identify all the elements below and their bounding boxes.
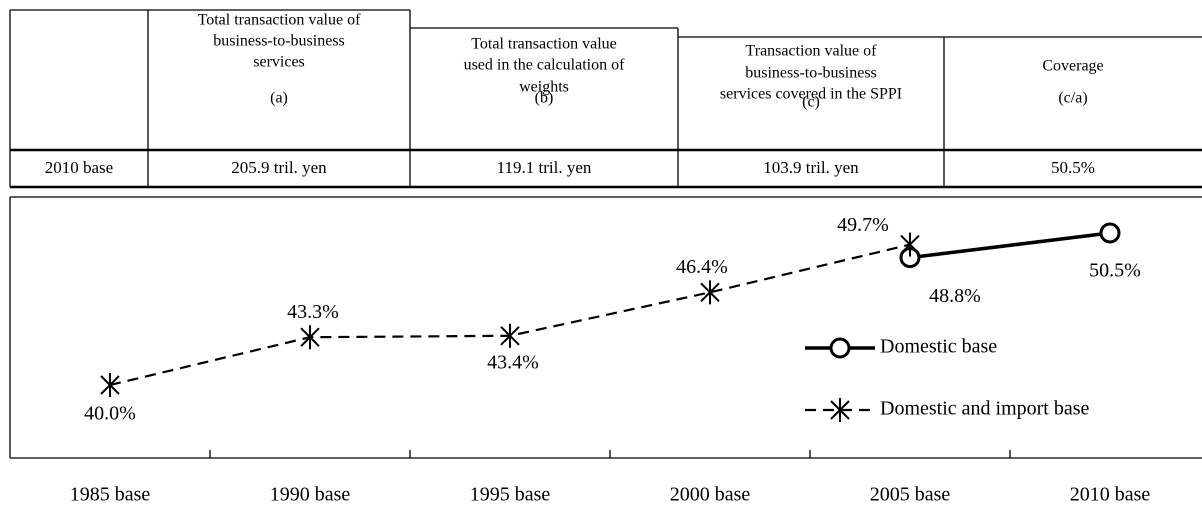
point xyxy=(500,323,520,348)
data-label: 40.0% xyxy=(84,403,136,425)
marker-circle xyxy=(829,337,851,359)
header-text: Total transaction value of xyxy=(198,12,361,29)
point xyxy=(1099,222,1121,244)
header-text: Total transaction value xyxy=(471,36,617,53)
header-text: Transaction value of xyxy=(746,43,878,60)
header-text: Coverage xyxy=(1042,58,1103,75)
table-cell: 103.9 tril. yen xyxy=(763,158,859,177)
header-text: business-to-business xyxy=(213,33,345,50)
point xyxy=(700,280,720,305)
marker-star-arm xyxy=(100,375,120,395)
point xyxy=(830,398,850,422)
data-label: 46.4% xyxy=(676,256,728,278)
point xyxy=(829,337,851,359)
data-label: 43.3% xyxy=(287,301,339,323)
x-tick-label: 2010 base xyxy=(1070,484,1151,506)
table-cell: 205.9 tril. yen xyxy=(231,158,327,177)
legend-label: Domestic and import base xyxy=(880,398,1090,420)
marker-star-arm xyxy=(900,234,920,255)
point xyxy=(300,325,320,350)
header-text: services covered in the SPPI xyxy=(720,86,902,103)
x-tick-label: 1985 base xyxy=(70,484,151,506)
x-tick-label: 2000 base xyxy=(670,484,751,506)
series-line xyxy=(909,231,1111,260)
chart-frame xyxy=(9,196,1202,459)
header-sub: (c) xyxy=(802,94,820,111)
x-tick-label: 1990 base xyxy=(270,484,351,506)
point xyxy=(100,373,120,397)
data-label: 49.7% xyxy=(837,214,889,236)
header-text: used in the calculation of xyxy=(464,57,626,74)
marker-star-arm xyxy=(500,326,520,346)
x-tick-label: 2005 base xyxy=(870,484,951,506)
marker-star-arm xyxy=(700,282,720,303)
header-sub: (b) xyxy=(535,90,554,107)
data-label: 48.8% xyxy=(929,285,981,307)
table-cell: 50.5% xyxy=(1051,158,1095,177)
table-cell: 119.1 tril. yen xyxy=(497,158,592,177)
header-sub: (c/a) xyxy=(1058,90,1087,107)
marker-circle xyxy=(1099,222,1121,244)
marker-star-arm xyxy=(830,400,850,420)
legend-label: Domestic base xyxy=(880,336,997,358)
point xyxy=(900,232,920,257)
table-cell: 2010 base xyxy=(45,158,113,177)
header-text: weights xyxy=(519,79,569,96)
data-label: 50.5% xyxy=(1089,260,1141,282)
x-tick-label: 1995 base xyxy=(470,484,551,506)
data-label: 43.4% xyxy=(487,351,539,373)
marker-star-arm xyxy=(300,327,320,347)
header-text: services xyxy=(253,54,305,71)
table-frame xyxy=(9,9,1202,189)
header-text: business-to-business xyxy=(745,65,877,82)
header-sub: (a) xyxy=(270,90,288,107)
